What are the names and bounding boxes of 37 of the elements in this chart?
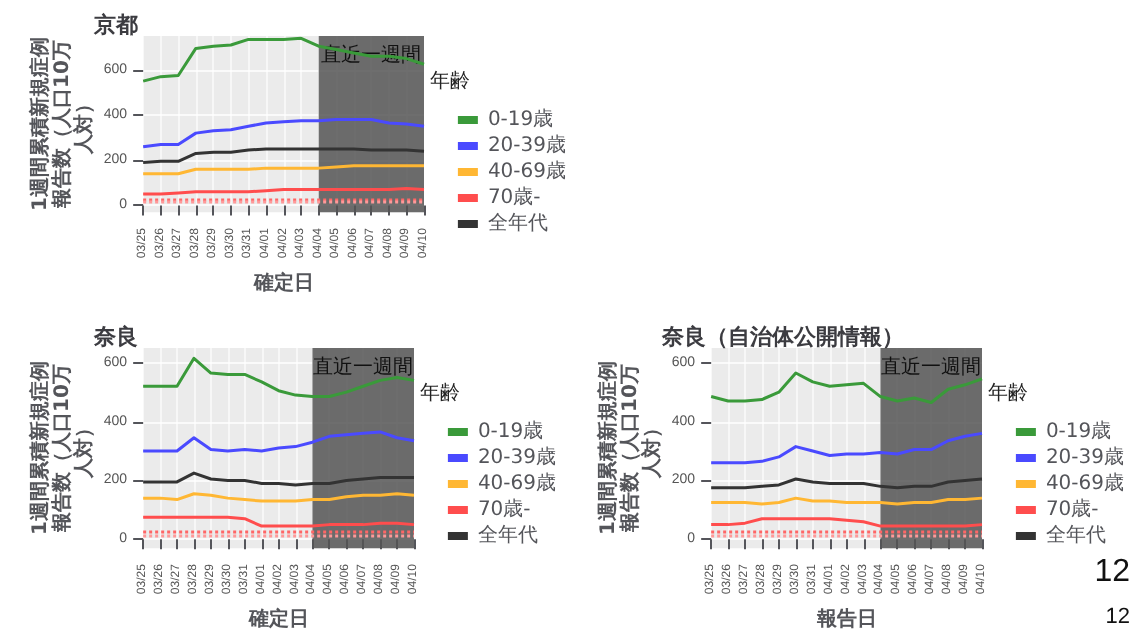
line-series: [141, 356, 416, 399]
chart-title: 奈良: [92, 324, 138, 350]
legend-label: 全年代: [1045, 523, 1106, 547]
legend-title: 年齢: [420, 381, 460, 405]
band-label: 直近一週間: [313, 355, 414, 379]
y-axis-title: 1週間累積新規症例報告数（人口10万人対）: [596, 361, 664, 536]
legend-label: 40-69歳: [487, 159, 567, 183]
x-axis-title: 確定日: [251, 271, 314, 295]
line-series: [709, 431, 984, 465]
chart-title: 奈良（自治体公開情報）: [660, 324, 904, 350]
legend-label: 70歳-: [477, 497, 532, 521]
legend-label: 40-69歳: [1045, 471, 1125, 495]
y-axis-title: 1週間累積新規症例報告数（人口10万人対）: [28, 361, 96, 536]
legend-label: 0-19歳: [477, 419, 544, 443]
legend-label: 0-19歳: [487, 107, 554, 131]
y-axis-title: 1週間累積新規症例報告数（人口10万人対）: [28, 37, 96, 212]
text: 12: [1105, 605, 1131, 629]
line-series: [141, 147, 426, 164]
legend-label: 40-69歳: [477, 471, 557, 495]
legend-label: 70歳-: [1045, 497, 1100, 521]
legend-title: 年齢: [988, 381, 1028, 405]
line-series: [141, 118, 426, 149]
legend-label: 全年代: [487, 211, 548, 235]
text: 12: [1094, 555, 1131, 589]
legend-label: 20-39歳: [1045, 445, 1125, 469]
legend-label: 20-39歳: [487, 133, 567, 157]
x-axis-title: 報告日: [814, 607, 877, 631]
line-series: [141, 430, 416, 453]
legend-title: 年齢: [430, 69, 470, 93]
band-label: 直近一週間: [881, 355, 982, 379]
legend-label: 全年代: [477, 523, 538, 547]
legend-label: 20-39歳: [477, 445, 557, 469]
chart-title: 京都: [92, 12, 138, 38]
legend-label: 70歳-: [487, 185, 542, 209]
line-series: [141, 36, 426, 83]
legend-label: 0-19歳: [1045, 419, 1112, 443]
x-axis-title: 確定日: [246, 607, 309, 631]
